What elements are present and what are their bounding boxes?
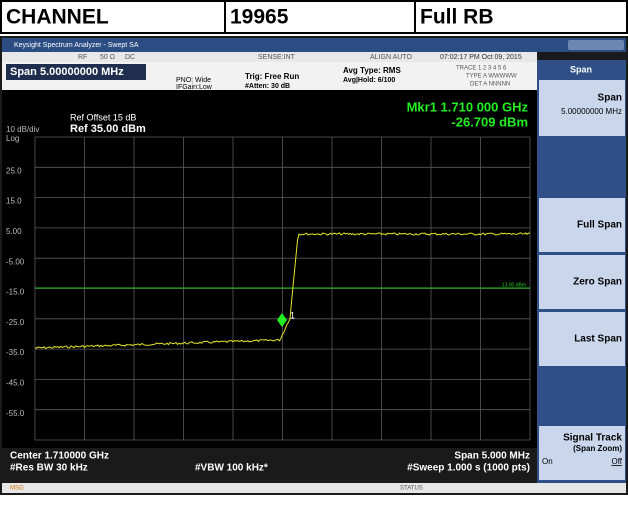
info-text: #Atten: 30 dB — [245, 83, 290, 90]
title-bar — [2, 38, 626, 52]
status-row — [2, 52, 537, 62]
marker-level: -26.709 dBm — [451, 114, 528, 129]
info-text: IFGain:Low — [176, 84, 213, 91]
softkey-sublabel: (Span Zoom) — [573, 444, 622, 453]
marker-freq: Mkr1 1.710 000 GHz — [407, 99, 529, 114]
header-cell: 19965 — [230, 6, 289, 29]
center-freq: Center 1.710000 GHz — [10, 451, 109, 462]
y-label: -55.0 — [6, 409, 25, 418]
toggle-off: Off — [611, 457, 622, 466]
marker[interactable] — [277, 313, 287, 327]
toggle-on: On — [542, 457, 553, 466]
header-cell: CHANNEL — [6, 6, 109, 29]
header-cell: Full RB — [420, 6, 494, 29]
message-bar — [2, 483, 626, 493]
softkey-label: Full Span — [577, 220, 622, 231]
window-title: Keysight Spectrum Analyzer - Swept SA — [14, 42, 139, 49]
sweep: #Sweep 1.000 s (1000 pts) — [407, 463, 530, 474]
info-text: PNO: Wide — [176, 77, 211, 84]
footer-space — [0, 495, 628, 506]
y-label: 25.0 — [6, 166, 22, 175]
info-text: DET A NNNNN — [470, 82, 510, 88]
msg-label: MSG — [10, 486, 24, 492]
softkey[interactable] — [539, 198, 625, 252]
info-text: Trig: Free Run — [245, 72, 299, 81]
ref-level: Ref 35.00 dBm — [70, 123, 146, 135]
display-line-label: -13.00 dBm — [500, 282, 526, 288]
span-box — [6, 64, 146, 80]
y-label: -45.0 — [6, 379, 25, 388]
info-text: Avg Type: RMS — [343, 66, 401, 75]
softkey-value: 5.00000000 MHz — [561, 107, 622, 116]
status-item: ALIGN AUTO — [370, 54, 412, 61]
status-item: 50 Ω — [100, 54, 115, 61]
status-item: RF — [78, 54, 87, 61]
softkey[interactable] — [539, 426, 625, 480]
info-text: TRACE 1 2 3 4 5 6 — [456, 66, 507, 72]
y-label: 15.0 — [6, 197, 22, 206]
status-item: 07:02:17 PM Oct 09, 2015 — [440, 54, 522, 61]
softkey[interactable] — [539, 255, 625, 309]
scale-type: Log — [6, 134, 19, 143]
span-freq: Span 5.000 MHz — [454, 451, 530, 462]
window-controls[interactable] — [568, 40, 624, 50]
ref-offset: Ref Offset 15 dB — [70, 112, 136, 122]
status-item: SENSE:INT — [258, 54, 296, 61]
status-item: DC — [125, 54, 135, 61]
softkey[interactable] — [539, 80, 625, 136]
status-label: STATUS — [400, 486, 423, 492]
header-table — [0, 0, 628, 34]
y-label: 5.00 — [6, 227, 22, 236]
softkey-label: Span — [598, 93, 622, 104]
y-label: -15.0 — [6, 288, 25, 297]
y-label: -25.0 — [6, 318, 25, 327]
softkey-label: Zero Span — [573, 277, 622, 288]
info-text: TYPE A WWWWW — [466, 74, 517, 80]
info-text: Avg|Hold: 6/100 — [343, 77, 395, 84]
marker-number: 1 — [290, 310, 295, 320]
plot-area — [2, 90, 537, 448]
trace — [34, 232, 530, 350]
softkey[interactable] — [539, 312, 625, 366]
softkey-label: Last Span — [574, 334, 622, 345]
res-bw: #Res BW 30 kHz — [10, 463, 88, 474]
y-label: -5.00 — [6, 257, 25, 266]
vbw: #VBW 100 kHz* — [195, 463, 268, 474]
span-readout: Span 5.00000000 MHz — [10, 66, 124, 78]
y-label: -35.0 — [6, 348, 25, 357]
softkey-label: Signal Track — [563, 433, 622, 444]
scale: 10 dB/div — [6, 125, 39, 134]
menu-title: Span — [570, 64, 592, 74]
